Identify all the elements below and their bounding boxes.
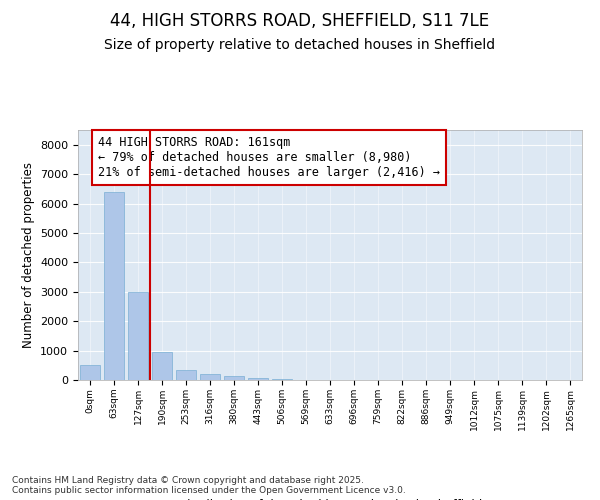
Y-axis label: Number of detached properties: Number of detached properties xyxy=(22,162,35,348)
Bar xyxy=(224,376,244,380)
Bar xyxy=(176,370,196,380)
Bar xyxy=(272,379,292,380)
Bar xyxy=(80,366,100,380)
X-axis label: Distribution of detached houses by size in Sheffield: Distribution of detached houses by size … xyxy=(178,499,482,500)
Bar xyxy=(248,378,268,380)
Bar xyxy=(128,292,148,380)
Bar xyxy=(200,374,220,380)
Bar xyxy=(104,192,124,380)
Text: 44, HIGH STORRS ROAD, SHEFFIELD, S11 7LE: 44, HIGH STORRS ROAD, SHEFFIELD, S11 7LE xyxy=(110,12,490,30)
Bar xyxy=(152,352,172,380)
Text: 44 HIGH STORRS ROAD: 161sqm
← 79% of detached houses are smaller (8,980)
21% of : 44 HIGH STORRS ROAD: 161sqm ← 79% of det… xyxy=(98,136,440,180)
Text: Size of property relative to detached houses in Sheffield: Size of property relative to detached ho… xyxy=(104,38,496,52)
Text: Contains HM Land Registry data © Crown copyright and database right 2025.
Contai: Contains HM Land Registry data © Crown c… xyxy=(12,476,406,495)
